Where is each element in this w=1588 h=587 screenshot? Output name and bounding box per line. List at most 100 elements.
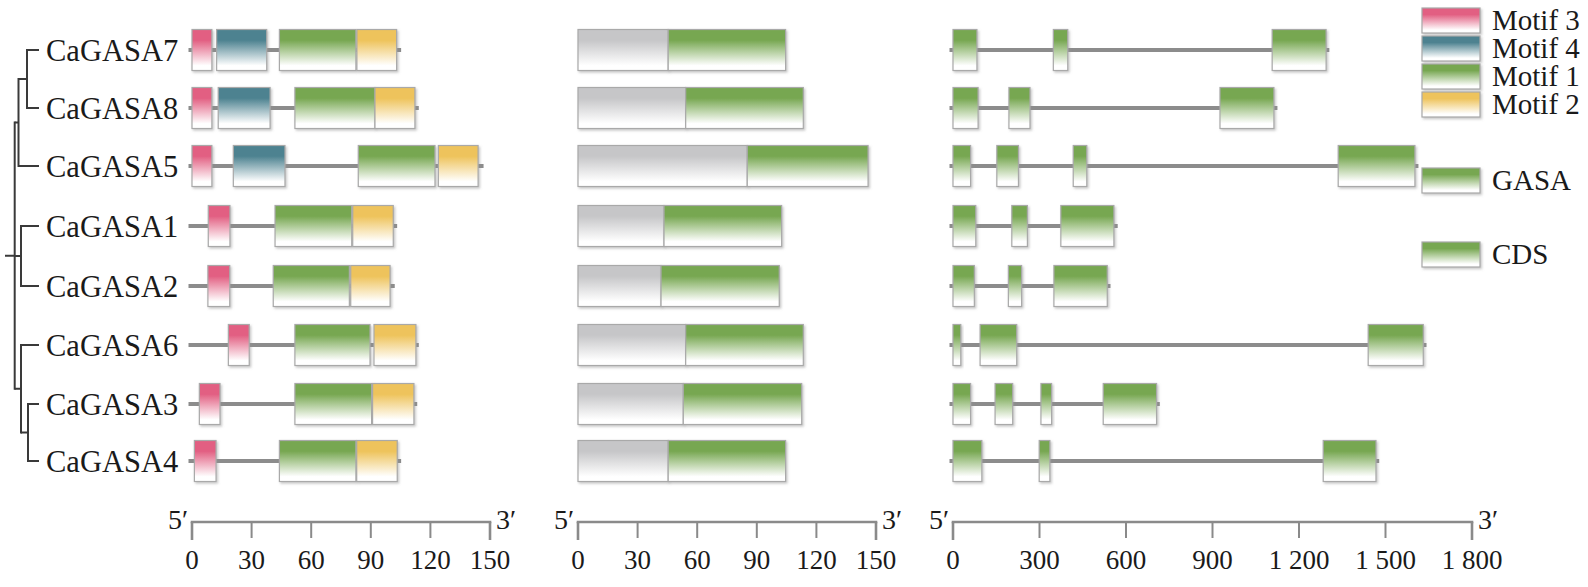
exon-box — [1323, 441, 1376, 482]
domain-other-box — [578, 441, 668, 482]
exon-box — [953, 146, 971, 187]
legend-swatch-motif3 — [1422, 8, 1480, 33]
domain-other-box — [578, 325, 686, 366]
motif1-box — [358, 146, 435, 187]
motif1-box — [279, 30, 355, 71]
axes: 03060901201505′3′03060901201505′3′030060… — [168, 504, 1503, 575]
legend-label-cds: CDS — [1492, 238, 1548, 270]
gene-label: CaGASA7 — [46, 34, 178, 68]
exon-box — [1338, 146, 1415, 187]
exon-box — [1009, 88, 1030, 129]
exon-box — [953, 88, 978, 129]
exon-box — [980, 325, 1017, 366]
exon-box — [1041, 384, 1052, 425]
motif1-box — [295, 325, 370, 366]
axis-tick-label: 1 500 — [1355, 545, 1416, 575]
motif4-box — [233, 146, 285, 187]
domain-axis: 03060901201505′3′ — [554, 504, 902, 575]
gene-label: CaGASA5 — [46, 150, 178, 184]
axis-tick-label: 300 — [1019, 545, 1060, 575]
exon-box — [997, 146, 1019, 187]
axis-tick-label: 90 — [357, 545, 384, 575]
gene-label: CaGASA3 — [46, 388, 178, 422]
domain-other-box — [578, 30, 668, 71]
three-prime-label: 3′ — [1478, 504, 1498, 535]
axis-tick-label: 0 — [946, 545, 960, 575]
legend-label-gasa: GASA — [1492, 164, 1571, 196]
exon-box — [1073, 146, 1087, 187]
legend: Motif 3Motif 4Motif 1Motif 2GASACDS — [1422, 4, 1580, 270]
axis-tick-label: 1 800 — [1442, 545, 1503, 575]
gene-structure-figure: CaGASA7 CaGASA8 CaGASA5 CaGASA1 CaGASA2 CaGAS… — [0, 0, 1588, 587]
axis-tick-label: 150 — [856, 545, 897, 575]
exon-box — [953, 441, 982, 482]
exon-box — [1008, 266, 1021, 307]
domain-gasa-box — [668, 441, 785, 482]
motif2-box — [373, 384, 414, 425]
motif-panel — [189, 30, 484, 482]
motif1-box — [279, 441, 355, 482]
exon-box — [953, 325, 961, 366]
motif2-box — [375, 88, 415, 129]
three-prime-label: 3′ — [496, 504, 516, 535]
gene-structure-panel — [950, 30, 1427, 482]
axis-tick-label: 600 — [1106, 545, 1147, 575]
motif2-box — [438, 146, 478, 187]
exon-box — [953, 30, 977, 71]
figure-canvas: CaGASA7 CaGASA8 CaGASA5 CaGASA1 CaGASA2 CaGAS… — [0, 0, 1588, 587]
legend-swatch-motif4 — [1422, 36, 1480, 61]
axis-tick-label: 120 — [796, 545, 837, 575]
gene-axis: 03006009001 2001 5001 8005′3′ — [929, 504, 1503, 575]
domain-other-box — [578, 88, 686, 129]
motif2-box — [351, 266, 390, 307]
legend-swatch-motif1 — [1422, 64, 1480, 89]
exon-box — [1054, 266, 1107, 307]
axis-tick-label: 90 — [743, 545, 770, 575]
exon-box — [1103, 384, 1156, 425]
motif2-box — [357, 441, 398, 482]
exon-box — [1012, 206, 1028, 247]
domain-other-box — [578, 206, 664, 247]
exon-box — [953, 384, 971, 425]
domain-other-box — [578, 266, 661, 307]
gene-label: CaGASA2 — [46, 270, 178, 304]
motif3-box — [194, 441, 216, 482]
gene-label: CaGASA1 — [46, 210, 178, 244]
axis-tick-label: 30 — [238, 545, 265, 575]
exon-box — [1039, 441, 1050, 482]
motif1-box — [273, 266, 349, 307]
domain-gasa-box — [664, 206, 782, 247]
axis-tick-label: 0 — [571, 545, 585, 575]
five-prime-label: 5′ — [168, 504, 188, 535]
domain-gasa-box — [668, 30, 785, 71]
gene-label: CaGASA8 — [46, 92, 178, 126]
motif2-box — [357, 30, 397, 71]
five-prime-label: 5′ — [554, 504, 574, 535]
legend-swatch-motif2 — [1422, 92, 1480, 117]
exon-box — [953, 206, 976, 247]
legend-label-motif2: Motif 2 — [1492, 88, 1580, 120]
motif2-box — [374, 325, 416, 366]
domain-gasa-box — [686, 325, 804, 366]
five-prime-label: 5′ — [929, 504, 949, 535]
motif4-box — [218, 88, 270, 129]
motif3-box — [192, 146, 212, 187]
domain-panel — [578, 30, 868, 482]
axis-tick-label: 60 — [684, 545, 711, 575]
domain-gasa-box — [686, 88, 804, 129]
domain-other-box — [578, 384, 683, 425]
motif2-box — [353, 206, 394, 247]
motif3-box — [192, 30, 212, 71]
exon-box — [1053, 30, 1067, 71]
motif-axis: 03060901201505′3′ — [168, 504, 516, 575]
phylo-tree — [5, 49, 39, 462]
axis-tick-label: 60 — [298, 545, 325, 575]
gene-labels: CaGASA7 CaGASA8 CaGASA5 CaGASA1 CaGASA2 CaGAS… — [46, 34, 178, 479]
exon-box — [1272, 30, 1326, 71]
legend-swatch-cds — [1422, 242, 1480, 267]
domain-gasa-box — [683, 384, 801, 425]
gene-label: CaGASA4 — [46, 445, 178, 479]
exon-box — [953, 266, 974, 307]
axis-tick-label: 150 — [470, 545, 511, 575]
legend-swatch-gasa — [1422, 168, 1480, 193]
